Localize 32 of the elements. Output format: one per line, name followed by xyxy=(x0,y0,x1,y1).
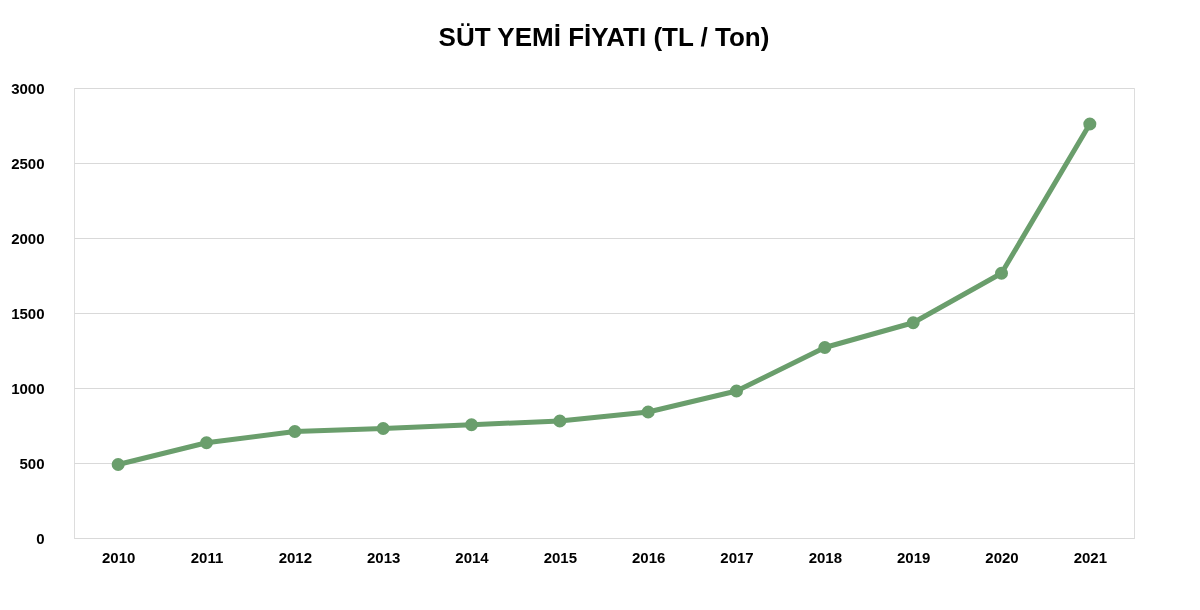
y-tick-label: 500 xyxy=(19,454,45,472)
point xyxy=(376,421,390,436)
point xyxy=(111,457,125,472)
x-tick-label: 2015 xyxy=(543,548,578,566)
x-tick-label: 2017 xyxy=(720,548,754,566)
y-tick-label: 1000 xyxy=(11,379,45,397)
point xyxy=(288,424,302,439)
x-tick-label: 2016 xyxy=(631,548,666,566)
point xyxy=(1083,117,1097,131)
x-tick-label: 2014 xyxy=(455,548,490,566)
y-tick-label: 3000 xyxy=(11,79,45,97)
y-tick-label: 2000 xyxy=(11,229,45,247)
y-tick-label: 1500 xyxy=(11,304,45,322)
x-tick-label: 2013 xyxy=(366,548,401,566)
point xyxy=(464,418,479,432)
x-tick-label: 2010 xyxy=(101,548,136,566)
point xyxy=(906,316,920,330)
point xyxy=(199,436,214,450)
x-tick-label: 2012 xyxy=(278,548,313,566)
y-tick-label: 2500 xyxy=(11,154,45,172)
x-tick-label: 2019 xyxy=(896,548,931,566)
point xyxy=(641,405,655,419)
x-tick-label: 2021 xyxy=(1073,548,1108,566)
x-tick-label: 2020 xyxy=(985,548,1019,566)
point xyxy=(729,384,744,398)
x-tick-label: 2018 xyxy=(808,548,843,566)
point xyxy=(994,266,1009,280)
y-tick-label: 0 xyxy=(36,529,45,547)
point xyxy=(553,414,567,428)
x-tick-label: 2011 xyxy=(190,548,224,566)
point xyxy=(818,340,832,355)
chart-title: SÜT YEMİ FİYATI (TL / Ton) xyxy=(438,22,770,52)
